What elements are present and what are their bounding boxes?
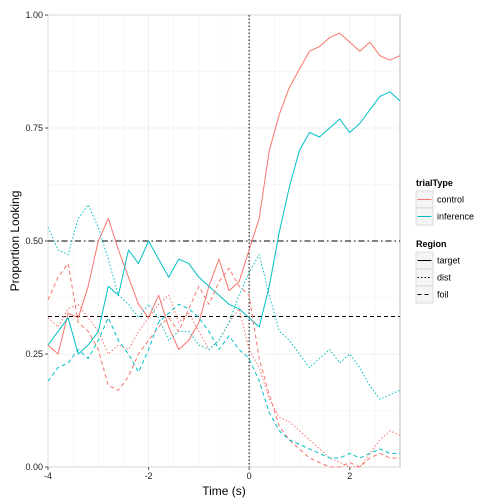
y-tick-label: 1.00: [25, 10, 43, 20]
x-tick-label: 0: [247, 471, 252, 481]
y-tick-label: 0.00: [25, 462, 43, 472]
series-control-dist: [47, 294, 401, 468]
legend-item-control: control: [415, 190, 464, 209]
x-tick-label: 2: [347, 471, 352, 481]
series-inference-target: [47, 91, 401, 355]
reference-lines: [48, 15, 400, 467]
legend-label-inference: inference: [437, 212, 474, 222]
legend-region: Region target dist foil: [415, 239, 461, 304]
y-tick-label: 0.75: [25, 123, 43, 133]
x-axis-title: Time (s): [202, 484, 246, 498]
legend-label-control: control: [437, 195, 464, 205]
x-tick-label: -2: [145, 471, 153, 481]
legend-item-target: target: [415, 251, 461, 270]
legend-trialtype-title: trialType: [416, 178, 453, 188]
legend-item-dist: dist: [415, 268, 452, 287]
legend-label-dist: dist: [437, 273, 452, 283]
series-lines: [47, 32, 401, 468]
legend-trialtype: trialType control inference: [415, 178, 474, 226]
y-tick-label: 0.25: [25, 349, 43, 359]
legend-label-target: target: [437, 256, 461, 266]
y-tick-label: 0.50: [25, 236, 43, 246]
y-axis-ticks: 0.00 0.25 0.50 0.75 1.00: [25, 10, 48, 472]
series-control-foil: [47, 263, 400, 468]
legend-region-title: Region: [416, 239, 447, 249]
x-axis-ticks: -4 -2 0 2: [44, 467, 352, 481]
legend-label-foil: foil: [437, 290, 449, 300]
legend-item-inference: inference: [415, 207, 474, 226]
legend-item-foil: foil: [415, 285, 449, 304]
y-axis-title: Proportion Looking: [8, 191, 22, 292]
x-tick-label: -4: [44, 471, 52, 481]
series-inference-foil: [47, 303, 400, 459]
